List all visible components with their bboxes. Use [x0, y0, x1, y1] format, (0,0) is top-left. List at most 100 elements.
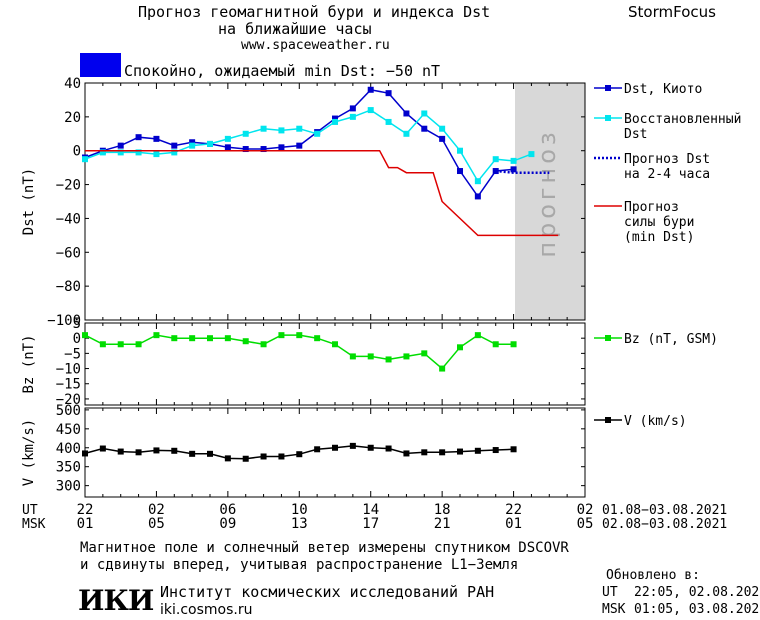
data-point	[439, 125, 446, 132]
data-point	[171, 335, 178, 342]
data-point	[117, 341, 124, 348]
propagation-note: и сдвинуты вперед, учитывая распростране…	[80, 557, 519, 573]
updated-ut: 22:05, 02.08.2021	[634, 585, 760, 600]
data-point	[385, 118, 392, 125]
msk-tick-label: 09	[219, 516, 236, 532]
data-point	[153, 135, 160, 142]
legend-marker	[605, 417, 611, 423]
data-point	[117, 448, 124, 455]
data-point	[189, 450, 196, 457]
data-point	[135, 149, 142, 156]
page-title-line2: на ближайшие часы	[218, 20, 372, 38]
msk-tick-label: 05	[148, 516, 165, 532]
y-tick-label: 5	[73, 316, 81, 332]
updated-ut-label: UT	[602, 585, 618, 600]
msk-tick-label: 21	[434, 516, 451, 532]
series-line	[85, 149, 559, 237]
msk-date-range: 02.08−03.08.2021	[602, 517, 727, 532]
data-point	[171, 142, 178, 149]
legend-label: Прогноз Dst	[624, 152, 710, 167]
y-tick-label: 450	[56, 422, 81, 438]
data-point	[332, 341, 338, 348]
data-point	[242, 130, 249, 137]
data-point	[296, 332, 303, 339]
data-point	[224, 135, 231, 142]
data-point	[385, 90, 392, 97]
legend-marker	[605, 85, 611, 91]
data-point	[403, 353, 410, 360]
ut-tick-label: 22	[77, 502, 94, 518]
data-point	[207, 450, 213, 457]
data-point	[332, 444, 338, 451]
data-point	[242, 146, 249, 153]
y-tick-label: −15	[56, 377, 81, 393]
data-point	[189, 335, 196, 342]
data-point	[153, 332, 160, 339]
legend-label: (min Dst)	[624, 230, 694, 245]
data-point	[510, 157, 517, 164]
status-text: Спокойно, ожидаемый min Dst: −50 nT	[124, 62, 441, 80]
institute-site[interactable]: iki.cosmos.ru	[160, 602, 253, 618]
y-axis-label: Dst (nT)	[21, 168, 37, 235]
data-point	[224, 455, 231, 462]
data-point	[296, 125, 303, 132]
y-tick-label: −5	[64, 346, 81, 362]
legend-label: Прогноз	[624, 200, 679, 215]
msk-tick-label: 13	[291, 516, 308, 532]
website-link[interactable]: www.spaceweather.ru	[241, 38, 390, 53]
data-point	[224, 335, 231, 342]
institute-name: Институт космических исследований РАН	[160, 583, 495, 601]
ut-tick-label: 02	[577, 502, 594, 518]
data-point	[421, 350, 428, 357]
y-axis-label: V (km/s)	[21, 419, 37, 486]
data-point	[278, 144, 285, 151]
data-point	[457, 344, 463, 351]
data-point	[171, 447, 178, 454]
data-point	[439, 365, 446, 372]
ut-axis-title: UT	[22, 503, 38, 518]
data-point	[457, 168, 463, 175]
data-point	[367, 353, 374, 360]
y-tick-label: 500	[56, 403, 81, 419]
data-point	[242, 338, 249, 345]
data-point	[278, 127, 285, 134]
y-tick-label: −80	[56, 279, 81, 295]
forecast-shading	[515, 83, 585, 320]
data-point	[296, 451, 303, 458]
data-point	[457, 448, 463, 455]
data-point	[492, 447, 499, 454]
data-point	[117, 149, 124, 156]
data-point	[421, 125, 428, 132]
data-point	[510, 446, 517, 453]
data-point	[457, 147, 463, 154]
y-tick-label: 20	[64, 110, 81, 126]
data-point	[474, 447, 481, 454]
ut-tick-label: 06	[219, 502, 236, 518]
data-point	[207, 335, 213, 342]
data-point	[474, 193, 481, 200]
series-line	[495, 169, 550, 174]
data-point	[349, 105, 356, 112]
y-tick-label: 0	[73, 331, 81, 347]
data-point	[474, 178, 481, 185]
ut-tick-label: 14	[362, 502, 379, 518]
y-tick-label: −60	[56, 245, 81, 261]
brand-name: StormFocus	[628, 3, 716, 21]
forecast-label: прогноз	[533, 128, 561, 257]
legend-label: Dst, Киото	[624, 82, 702, 97]
y-tick-label: 40	[64, 76, 81, 92]
data-point	[207, 140, 213, 147]
ut-date-range: 01.08−03.08.2021	[602, 503, 727, 518]
legend-label: Dst	[624, 127, 647, 142]
legend-label: Bz (nT, GSM)	[624, 332, 718, 347]
y-tick-label: −100	[47, 313, 81, 329]
data-point	[403, 450, 410, 457]
y-axis-label: Bz (nT)	[21, 334, 37, 393]
data-point	[99, 445, 106, 452]
data-point	[82, 156, 88, 163]
data-point	[439, 449, 446, 456]
data-point	[421, 449, 428, 456]
data-point	[528, 151, 535, 158]
ut-tick-label: 10	[291, 502, 308, 518]
